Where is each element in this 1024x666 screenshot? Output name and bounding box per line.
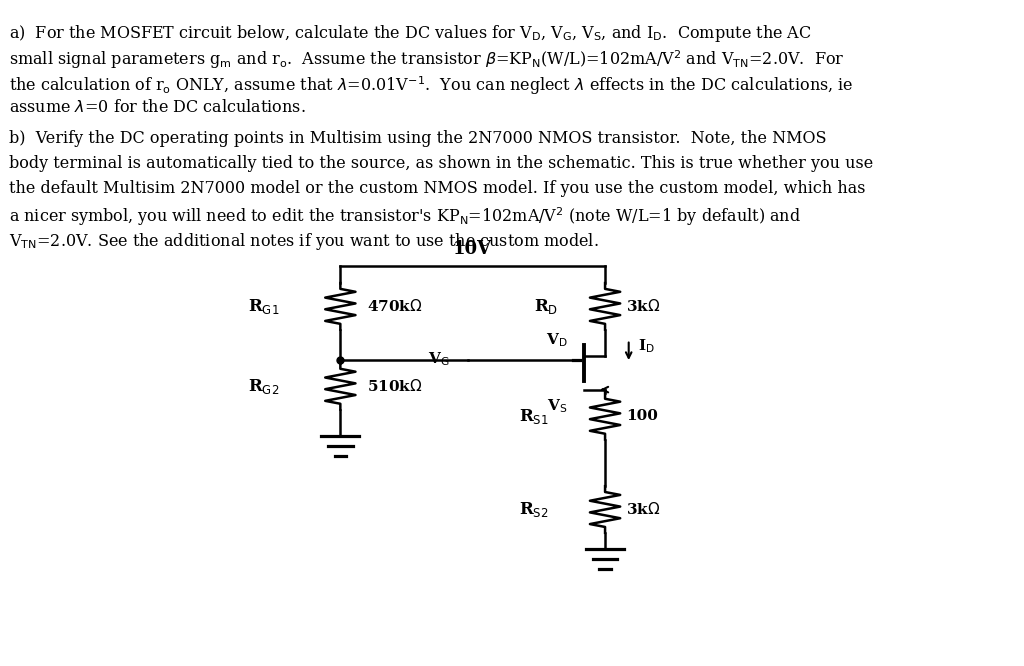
Text: R$_\mathrm{S2}$: R$_\mathrm{S2}$ — [519, 500, 548, 519]
Text: V$_\mathrm{G}$: V$_\mathrm{G}$ — [428, 351, 450, 368]
Text: R$_\mathrm{D}$: R$_\mathrm{D}$ — [534, 297, 558, 316]
Text: small signal parameters g$_\mathrm{m}$ and r$_\mathrm{o}$.  Assume the transisto: small signal parameters g$_\mathrm{m}$ a… — [9, 49, 845, 71]
Text: 3k$\Omega$: 3k$\Omega$ — [626, 298, 660, 314]
Text: the calculation of r$_\mathrm{o}$ ONLY, assume that $\lambda$=0.01V$^{-1}$.  You: the calculation of r$_\mathrm{o}$ ONLY, … — [9, 74, 854, 97]
Text: the default Multisim 2N7000 model or the custom NMOS model. If you use the custo: the default Multisim 2N7000 model or the… — [9, 180, 866, 198]
Text: V$_\mathrm{D}$: V$_\mathrm{D}$ — [546, 331, 567, 348]
Text: 3k$\Omega$: 3k$\Omega$ — [626, 501, 660, 517]
Text: body terminal is automatically tied to the source, as shown in the schematic. Th: body terminal is automatically tied to t… — [9, 155, 873, 172]
Text: V$_\mathrm{S}$: V$_\mathrm{S}$ — [547, 398, 567, 415]
Text: R$_\mathrm{G2}$: R$_\mathrm{G2}$ — [248, 377, 279, 396]
Text: a)  For the MOSFET circuit below, calculate the DC values for V$_\mathrm{D}$, V$: a) For the MOSFET circuit below, calcula… — [9, 23, 812, 45]
Text: V$_\mathrm{TN}$=2.0V. See the additional notes if you want to use the custom mod: V$_\mathrm{TN}$=2.0V. See the additional… — [9, 231, 599, 252]
Text: a nicer symbol, you will need to edit the transistor's KP$_\mathrm{N}$=102mA/V$^: a nicer symbol, you will need to edit th… — [9, 206, 802, 228]
Text: R$_\mathrm{S1}$: R$_\mathrm{S1}$ — [518, 407, 548, 426]
Text: b)  Verify the DC operating points in Multisim using the 2N7000 NMOS transistor.: b) Verify the DC operating points in Mul… — [9, 130, 827, 147]
Text: 10V: 10V — [454, 240, 493, 258]
Text: R$_\mathrm{G1}$: R$_\mathrm{G1}$ — [248, 297, 279, 316]
Text: assume $\lambda$=0 for the DC calculations.: assume $\lambda$=0 for the DC calculatio… — [9, 99, 306, 117]
Text: 100: 100 — [626, 409, 657, 424]
Text: I$_\mathrm{D}$: I$_\mathrm{D}$ — [638, 338, 655, 355]
Text: 470k$\Omega$: 470k$\Omega$ — [367, 298, 422, 314]
Text: 510k$\Omega$: 510k$\Omega$ — [367, 378, 422, 394]
